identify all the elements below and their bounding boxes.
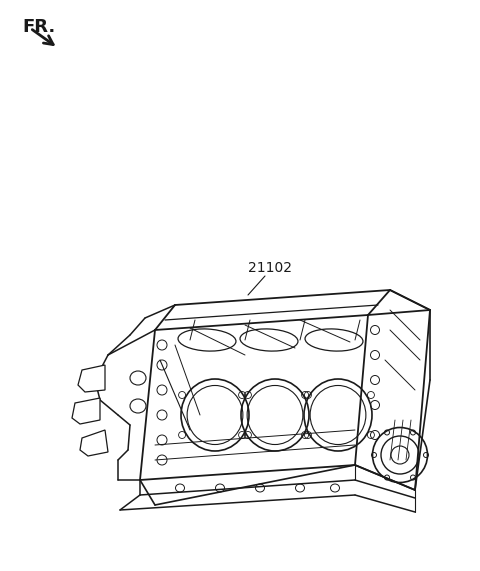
Polygon shape (80, 430, 108, 456)
Text: 21102: 21102 (248, 261, 292, 275)
Polygon shape (72, 398, 100, 424)
Text: FR.: FR. (22, 18, 55, 36)
Polygon shape (78, 365, 105, 392)
